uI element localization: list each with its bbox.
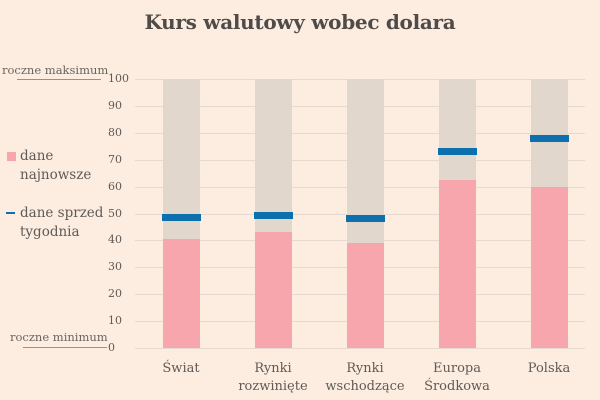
x-label-polska: Polska bbox=[499, 360, 599, 378]
y-tick: 60 bbox=[108, 180, 122, 193]
legend-label-latest-1: dane bbox=[20, 148, 54, 164]
legend-swatch-latest-icon bbox=[7, 152, 16, 161]
x-label-line: wschodzące bbox=[325, 379, 405, 394]
legend-label-latest-2: najnowsze bbox=[20, 167, 92, 183]
x-label-rynki-wschodzace: Rynki wschodzące bbox=[315, 360, 415, 396]
week-ago-marker bbox=[438, 148, 477, 155]
latest-value-bar bbox=[531, 187, 568, 348]
y-tick: 40 bbox=[108, 233, 122, 246]
y-tick: 50 bbox=[108, 207, 122, 220]
x-label-line: Rynki bbox=[346, 361, 384, 376]
x-label-rynki-rozwiniete: Rynki rozwinięte bbox=[223, 360, 323, 396]
y-tick: 10 bbox=[108, 314, 122, 327]
legend-swatch-week-ago-icon bbox=[6, 212, 15, 214]
gridline bbox=[135, 348, 585, 349]
y-tick: 70 bbox=[108, 153, 122, 166]
x-label-line: rozwinięte bbox=[238, 379, 308, 394]
annual-max-label: roczne maksimum bbox=[2, 63, 109, 77]
week-ago-marker bbox=[530, 135, 569, 142]
x-label-line: Polska bbox=[527, 361, 571, 376]
y-tick: 100 bbox=[108, 72, 129, 85]
week-ago-marker bbox=[162, 214, 201, 221]
y-tick: 80 bbox=[108, 126, 122, 139]
y-tick: 90 bbox=[108, 99, 122, 112]
legend-label-week-ago-1: dane sprzed bbox=[20, 205, 104, 221]
week-ago-marker bbox=[254, 212, 293, 219]
x-label-swiat: Świat bbox=[131, 360, 231, 378]
x-label-europa-srodkowa: Europa Środkowa bbox=[407, 360, 507, 396]
y-tick: 0 bbox=[108, 341, 115, 354]
latest-value-bar bbox=[439, 180, 476, 348]
latest-value-bar bbox=[255, 232, 292, 348]
x-label-line: Świat bbox=[162, 361, 200, 376]
y-tick: 30 bbox=[108, 260, 122, 273]
annual-max-underline bbox=[17, 79, 101, 80]
annual-min-underline bbox=[23, 347, 107, 348]
week-ago-marker bbox=[346, 215, 385, 222]
y-tick: 20 bbox=[108, 287, 122, 300]
x-label-line: Europa bbox=[433, 361, 481, 376]
x-label-line: Środkowa bbox=[424, 379, 490, 394]
annual-min-label: roczne minimum bbox=[10, 330, 108, 344]
latest-value-bar bbox=[347, 243, 384, 348]
legend-label-week-ago-2: tygodnia bbox=[20, 224, 80, 240]
chart-title: Kurs walutowy wobec dolara bbox=[144, 10, 456, 34]
latest-value-bar bbox=[163, 239, 200, 348]
x-label-line: Rynki bbox=[254, 361, 292, 376]
